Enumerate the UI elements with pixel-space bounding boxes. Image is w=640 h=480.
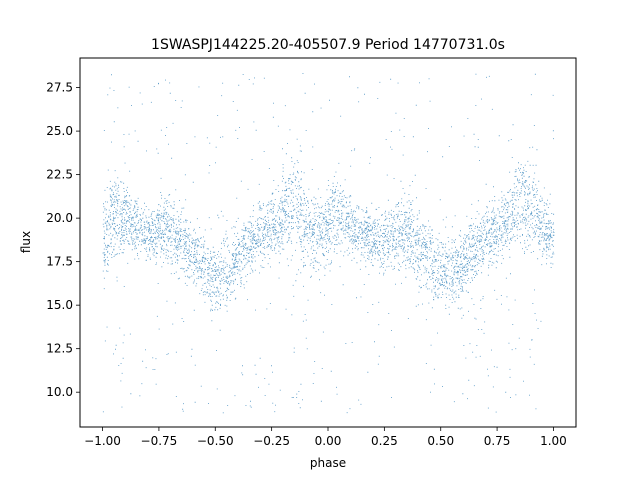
x-tick-label: −0.25 <box>253 434 290 448</box>
y-tick-label: 22.5 <box>46 168 73 182</box>
y-tick-label: 25.0 <box>46 124 73 138</box>
chart-title: 1SWASPJ144225.20-405507.9 Period 1477073… <box>151 37 505 53</box>
x-tick-label: −0.50 <box>197 434 234 448</box>
x-axis-ticks: −1.00 −0.75 −0.50 −0.25 0.00 0.25 0.50 0.75 1.00 <box>84 427 567 448</box>
y-tick-label: 20.0 <box>46 211 73 225</box>
x-tick-label: −1.00 <box>84 434 121 448</box>
x-tick-label: 0.50 <box>427 434 454 448</box>
y-axis-label: flux <box>19 231 33 253</box>
y-tick-label: 10.0 <box>46 385 73 399</box>
data-points <box>102 73 555 414</box>
x-axis-label: phase <box>310 456 346 470</box>
scatter-points <box>102 73 555 414</box>
x-tick-label: −0.75 <box>141 434 178 448</box>
x-tick-label: 0.75 <box>484 434 511 448</box>
axes-background <box>80 58 576 427</box>
y-tick-label: 17.5 <box>46 255 73 269</box>
y-axis-ticks: 10.0 12.5 15.0 17.5 20.0 22.5 25.0 27.5 <box>46 81 80 399</box>
y-tick-label: 27.5 <box>46 81 73 95</box>
x-tick-label: 1.00 <box>540 434 567 448</box>
x-tick-label: 0.00 <box>315 434 342 448</box>
y-tick-label: 12.5 <box>46 342 73 356</box>
y-tick-label: 15.0 <box>46 298 73 312</box>
x-tick-label: 0.25 <box>371 434 398 448</box>
